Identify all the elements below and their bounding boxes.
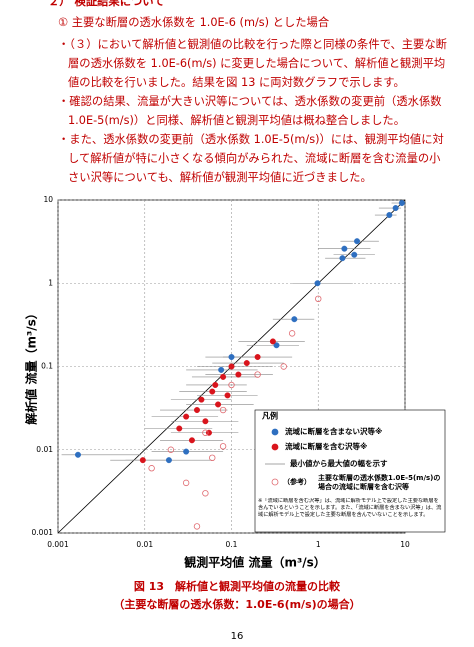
x-tick-label: 0.1: [226, 540, 238, 549]
point: [219, 406, 227, 414]
paragraph: ・また、透水係数の変更前（透水係数 1.0E-5(m/s)）には、観測平均値に対…: [58, 133, 444, 184]
legend-label: 主要な断層の透水係数1.0E-5(m/s)の場合の流域に断層を含む沢等: [318, 474, 441, 491]
point: [219, 443, 227, 450]
y-tick-label: 1: [48, 278, 53, 287]
point: [165, 457, 172, 464]
caption: 図 13 解析値と観測平均値の流量の比較: [134, 579, 341, 593]
point: [193, 407, 200, 414]
point: [273, 342, 280, 349]
point: [202, 418, 209, 425]
legend-label: 最小値から最大値の幅を示す: [290, 458, 388, 468]
point: [218, 366, 225, 373]
paragraph: ・（３）において解析値と観測値の比較を行った際と同様の条件で、主要な断層の透水係…: [58, 38, 447, 89]
legend-note-box: ※「流域に断層を含む沢等」は、流域に解析モデル上で設定した主要な断層を含んでいる…: [258, 498, 442, 518]
point: [74, 451, 81, 458]
point: [198, 396, 205, 403]
point: [188, 437, 195, 444]
point: [215, 401, 222, 408]
y-axis-label: 解析値 流量（m³/s）: [24, 307, 39, 424]
point: [254, 354, 261, 361]
point: [243, 360, 250, 367]
point: [280, 363, 287, 370]
point: [339, 255, 346, 262]
paragraphs: ・（３）において解析値と観測値の比較を行った際と同様の条件で、主要な断層の透水係…: [58, 35, 448, 187]
point: [269, 338, 276, 345]
subheading: ① 主要な断層の透水係数を 1.0E-6 (m/s) とした場合: [58, 16, 330, 29]
point: [209, 454, 216, 462]
point: [183, 413, 190, 420]
point: [254, 371, 261, 378]
point: [341, 245, 348, 252]
point: [315, 295, 322, 303]
legend-label: 流域に断層を含まない沢等※: [285, 426, 382, 436]
point: [183, 448, 190, 455]
legend-label-box: 主要な断層の透水係数1.0E-5(m/s)の場合の流域に断層を含む沢等: [318, 474, 441, 491]
point: [224, 392, 231, 399]
legend-marker: [271, 443, 279, 451]
point: [182, 479, 190, 487]
y-tick-label: 0.001: [32, 528, 54, 537]
point: [176, 425, 183, 432]
point: [291, 316, 298, 323]
legend-marker: [271, 478, 279, 486]
point: [398, 200, 405, 207]
point: [314, 280, 321, 287]
x-tick-label: 1: [316, 540, 321, 549]
point: [228, 381, 235, 389]
point: [392, 205, 399, 212]
point: [288, 330, 296, 337]
point: [148, 465, 155, 472]
point: [354, 238, 361, 245]
legend-box: [254, 409, 446, 533]
legend-title: 凡例: [262, 411, 278, 421]
point: [202, 429, 209, 436]
point: [139, 457, 146, 464]
point: [209, 388, 216, 395]
point: [167, 446, 175, 453]
x-tick-label: 0.001: [47, 540, 69, 549]
paragraph: ・確認の結果、流量が大きい沢等については、透水係数の変更前（透水係数 1.0E-…: [58, 95, 442, 127]
y-tick-label: 0.1: [41, 362, 53, 371]
point: [351, 251, 358, 258]
point: [202, 490, 209, 497]
point: [212, 381, 219, 388]
point: [386, 212, 393, 219]
y-tick-label: 10: [43, 195, 53, 204]
legend-note: ※「流域に断層を含む沢等」は、流域に解析モデル上で設定した主要な断層を含んでいる…: [258, 498, 442, 518]
x-tick-label: 0.01: [136, 540, 153, 549]
point: [235, 371, 242, 378]
x-axis-label: 観測平均値 流量（m³/s）: [184, 555, 325, 570]
caption: （主要な断層の透水係数：1.0E-6(m/s)の場合）: [113, 597, 360, 611]
point: [228, 363, 235, 370]
point: [220, 373, 227, 380]
x-tick-label: 10: [400, 540, 410, 549]
legend-label: （参考）: [283, 477, 311, 486]
section-heading: ２） 検証結果について: [48, 0, 165, 8]
point: [193, 523, 201, 530]
legend-label: 流域に断層を含む沢等※: [285, 441, 367, 451]
legend-marker: [271, 428, 279, 436]
y-tick-label: 0.01: [36, 445, 53, 454]
page-number: 16: [231, 631, 244, 642]
point: [228, 354, 235, 361]
